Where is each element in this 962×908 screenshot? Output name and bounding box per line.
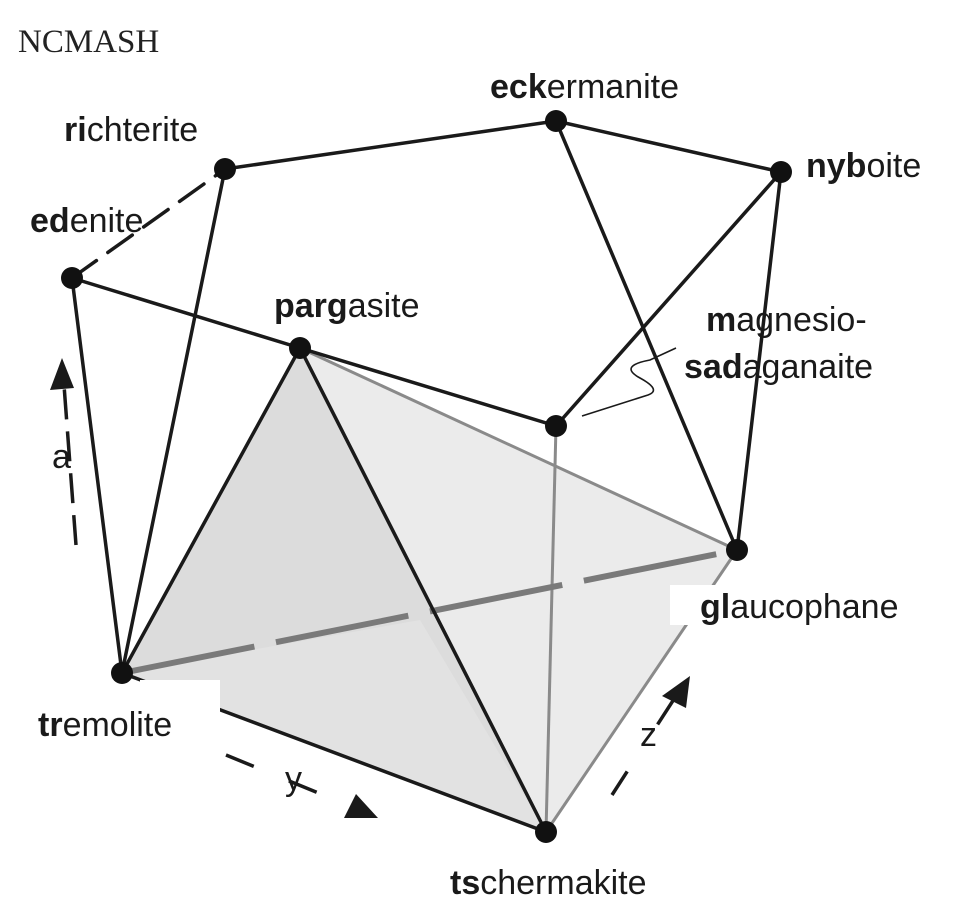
edge-edenite-pargasite (70, 276, 302, 350)
edge-richterite-eckermanite (223, 119, 558, 171)
label-glaucophane: glaucophane (700, 588, 899, 626)
label-eckermanite: eckermanite (490, 68, 679, 106)
edge-nyboite-glaucophane (735, 170, 783, 552)
label-sadanagaite-line2: sadaganaite (684, 348, 873, 386)
node-nyboite (770, 161, 792, 183)
label-magnesio-line1: magnesio- (706, 301, 867, 339)
label-tschermakite: tschermakite (450, 864, 647, 902)
tremolite-label-mask (140, 680, 220, 720)
edge-pargasite-tschermakite (298, 346, 548, 834)
edge-sadanagaite-nyboite (554, 170, 783, 428)
node-magnesio-sadanagaite (545, 415, 567, 437)
axis-z: z (610, 676, 690, 796)
edge-pargasite-sadanagaite (298, 346, 558, 428)
edge-sadanagaite-tschermakite (544, 425, 558, 833)
axis-z-shaft (610, 695, 678, 796)
axis-a-label: a (52, 438, 71, 476)
node-richterite (214, 158, 236, 180)
face-tremolite-tschermakite-lower (122, 620, 546, 832)
edge-tremolite-glaucophane-dashed (121, 547, 738, 676)
node-glaucophane (726, 539, 748, 561)
edge-eckermanite-glaucophane (554, 119, 739, 552)
edge-pargasite-glaucophane (299, 346, 738, 552)
axis-a-shaft (62, 384, 78, 546)
edge-richterite-tremolite (120, 167, 227, 675)
shaded-tetrahedron (122, 348, 737, 832)
glaucophane-label-mask (670, 585, 740, 625)
sadanagaite-leader-line (581, 347, 677, 417)
axis-a: a (50, 358, 78, 546)
edge-tremolite-pargasite (120, 346, 302, 675)
node-eckermanite (545, 110, 567, 132)
node-pargasite (289, 337, 311, 359)
edge-eckermanite-nyboite (554, 119, 783, 174)
axis-y: y (225, 753, 378, 818)
node-tremolite (111, 662, 133, 684)
axis-z-label: z (640, 716, 657, 754)
prism-edges (70, 119, 783, 834)
label-richterite: richterite (64, 111, 198, 149)
edge-edenite-tremolite (70, 276, 124, 675)
composition-nodes (61, 110, 792, 843)
label-pargasite: pargasite (274, 287, 420, 325)
edge-edenite-richterite (70, 167, 227, 280)
axis-y-label: y (285, 760, 302, 798)
label-edenite: edenite (30, 202, 143, 240)
mineral-labels: eckermanite richterite nyboite edenite p… (30, 68, 921, 902)
system-title: NCMASH (18, 24, 159, 60)
label-nyboite: nyboite (806, 147, 921, 185)
axis-z-arrowhead (662, 676, 690, 708)
node-tschermakite (535, 821, 557, 843)
label-tremolite: tremolite (38, 706, 172, 744)
axis-y-arrowhead (344, 794, 378, 818)
axis-a-arrowhead (50, 358, 74, 390)
axis-y-shaft (225, 753, 351, 808)
node-edenite (61, 267, 83, 289)
